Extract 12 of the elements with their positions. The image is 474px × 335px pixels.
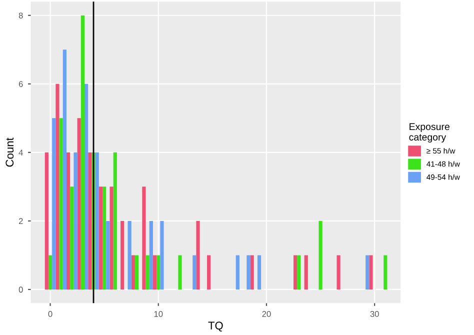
- legend-title: Exposure category: [409, 123, 450, 142]
- y-tick-label: 4: [18, 150, 23, 156]
- y-axis-title: Count: [6, 138, 14, 167]
- x-tick-label: 30: [370, 311, 379, 317]
- x-tick-label: 10: [154, 311, 163, 317]
- y-tick-label: 8: [18, 12, 23, 18]
- y-tick-label: 6: [18, 81, 23, 88]
- x-tick-label: 20: [262, 311, 271, 317]
- x-axis-title: TQ: [208, 322, 223, 332]
- y-tick-label: 2: [18, 218, 23, 224]
- x-tick-label: 0: [48, 311, 52, 317]
- y-tick-label: 0: [18, 286, 23, 293]
